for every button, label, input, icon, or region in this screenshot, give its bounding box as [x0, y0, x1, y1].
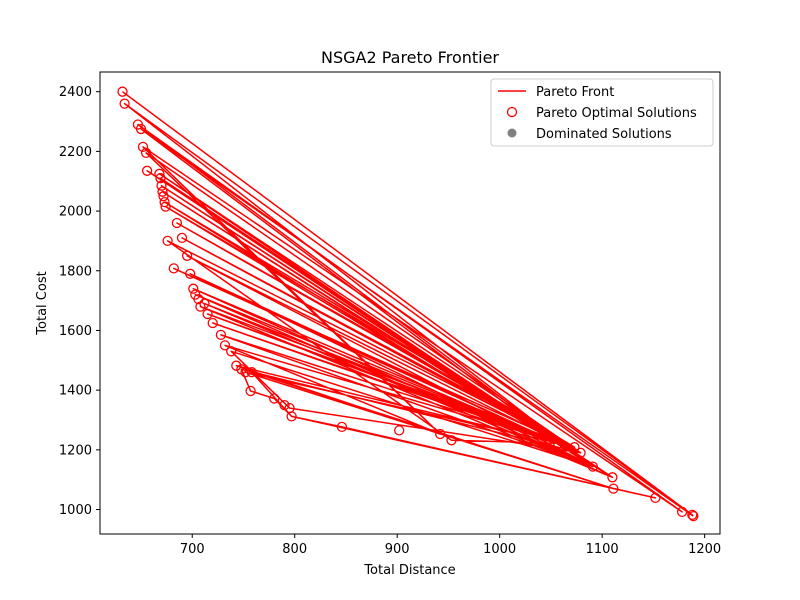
legend-filled-circle-marker	[507, 128, 517, 138]
legend-dominated: Dominated Solutions	[536, 127, 672, 142]
pareto-optimal-point	[157, 186, 168, 197]
pareto-optimal-point	[569, 442, 580, 453]
x-axis-label: Total Distance	[363, 563, 455, 578]
pareto-optimal-point	[245, 385, 256, 397]
pareto-optimal-point	[160, 201, 171, 212]
pareto-front-line	[122, 91, 694, 517]
pareto-optimal-point	[140, 147, 152, 159]
pareto-optimal-point	[231, 360, 242, 371]
pareto-optimal-point	[137, 141, 149, 153]
y-tick-label: 1400	[59, 384, 92, 399]
x-tick-label: 900	[385, 542, 410, 557]
pareto-optimal-point	[171, 217, 183, 229]
pareto-optimal-point	[155, 173, 166, 184]
pareto-optimal-point	[117, 86, 128, 97]
x-tick-label: 800	[282, 542, 307, 557]
y-tick-label: 1200	[59, 443, 92, 458]
pareto-optimal-point	[435, 428, 446, 440]
legend-pareto-front: Pareto Front	[536, 85, 614, 100]
chart-title: NSGA2 Pareto Frontier	[321, 48, 499, 67]
pareto-optimal-point	[676, 506, 688, 518]
pareto-optimal-point	[215, 329, 227, 341]
pareto-optimal-point	[226, 346, 237, 357]
pareto-optimal-point	[188, 283, 199, 294]
y-tick-label: 2000	[59, 205, 92, 220]
pareto-optimal-point	[336, 421, 348, 433]
pareto-optimal-point	[587, 461, 599, 472]
pareto-optimal-point	[269, 393, 280, 404]
pareto-optimal-point	[199, 298, 210, 309]
pareto-optimal-point	[607, 472, 618, 483]
pareto-optimal-point	[154, 168, 165, 179]
y-tick-label: 2200	[59, 145, 92, 160]
x-tick-label: 1000	[483, 542, 516, 557]
legend-hollow-circle-marker	[506, 106, 518, 118]
x-tick-label: 700	[180, 542, 205, 557]
pareto-optimal-point	[156, 180, 167, 191]
pareto-optimal-point	[162, 235, 173, 247]
pareto-optimal-point	[219, 340, 231, 351]
y-tick-label: 1000	[59, 503, 92, 518]
pareto-optimal-point	[687, 509, 698, 521]
pareto-optimal-point	[135, 123, 147, 135]
y-tick-label: 1800	[59, 264, 92, 279]
pareto-optimal-point	[650, 492, 661, 504]
legend-box	[490, 78, 714, 147]
pareto-optimal-point	[575, 447, 586, 458]
axes-frame	[99, 71, 721, 535]
pareto-optimal-point	[279, 399, 290, 411]
y-tick-label: 2400	[59, 85, 92, 100]
pareto-optimal-point	[394, 425, 405, 436]
pareto-optimal-point	[176, 232, 188, 244]
pareto-optimal-point	[286, 411, 297, 422]
y-axis-label: Total Cost	[35, 271, 50, 335]
pareto-optimal-point	[246, 367, 257, 378]
y-tick-label: 1600	[59, 324, 92, 339]
pareto-optimal-point	[552, 438, 564, 449]
pareto-optimal-point	[207, 317, 218, 329]
legend: Pareto Front Pareto Optimal Solutions Do…	[490, 78, 714, 147]
legend-pareto-optimal: Pareto Optimal Solutions	[536, 106, 697, 121]
pareto-optimal-point	[181, 250, 193, 261]
x-tick-label: 1100	[586, 542, 619, 557]
pareto-optimal-point	[202, 308, 213, 320]
pareto-optimal-point	[119, 98, 130, 109]
axis-ticks: 700 800 900 1000 1100 1200 1000 1200 1400 1600 180…	[59, 85, 721, 557]
pareto-optimal-point	[158, 191, 169, 202]
pareto-optimal-point	[168, 263, 179, 274]
pareto-optimal-point	[688, 510, 699, 522]
plot-area	[117, 86, 699, 522]
pareto-optimal-point	[159, 196, 170, 208]
pareto-optimal-point	[185, 268, 196, 279]
pareto-optimal-point	[446, 435, 457, 446]
pareto-optimal-point	[608, 483, 619, 494]
pareto-optimal-point	[141, 165, 153, 176]
pareto-optimal-point	[240, 367, 251, 378]
x-tick-label: 1200	[688, 542, 721, 557]
